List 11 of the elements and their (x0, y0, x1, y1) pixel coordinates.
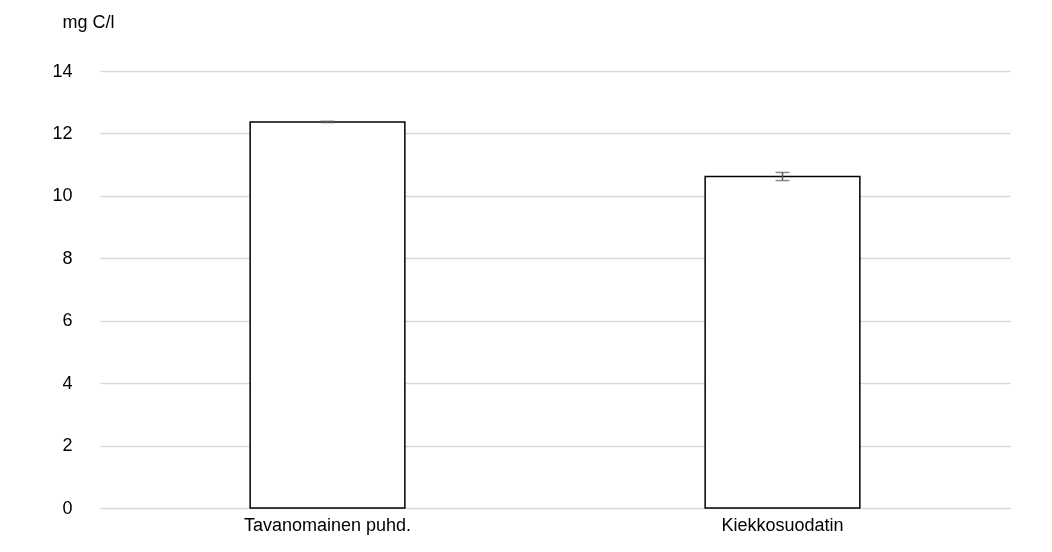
y-tick-label: 14 (52, 60, 73, 81)
x-tick-label: Kiekkosuodatin (721, 514, 844, 535)
y-axis-title: mg C/l (62, 11, 115, 32)
y-tick-label: 12 (52, 122, 73, 143)
y-tick-label: 10 (52, 185, 73, 206)
y-tick-label: 8 (62, 247, 73, 268)
x-tick-label: Tavanomainen puhd. (243, 514, 412, 535)
y-tick-label: 0 (62, 497, 73, 518)
y-tick-label: 2 (62, 435, 73, 456)
y-tick-label: 4 (62, 372, 73, 393)
y-tick-label: 6 (62, 310, 73, 331)
